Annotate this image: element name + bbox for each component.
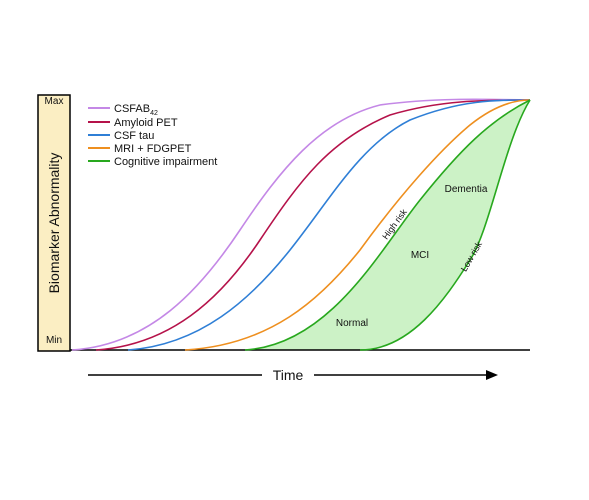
y-axis-title: Biomarker Abnormality [46, 153, 62, 294]
legend-csfab-text: CSFAB [114, 103, 150, 115]
y-max-label: Max [45, 96, 64, 107]
y-axis-band [37, 94, 71, 352]
region-label-normal: Normal [336, 318, 368, 329]
curve-cognitive-low-risk [359, 99, 531, 351]
legend-label-csf-tau: CSF tau [114, 130, 154, 142]
legend: CSFAB42 Amyloid PET CSF tau MRI + FDGPET… [88, 103, 217, 168]
curve-csfab42 [71, 98, 531, 351]
curve-csf-tau [127, 99, 531, 351]
y-min-label: Min [46, 335, 62, 346]
legend-label-csfab42: CSFAB42 [114, 103, 158, 117]
region-label-dementia: Dementia [445, 184, 488, 195]
region-label-mci: MCI [411, 250, 429, 261]
legend-csfab-subscript: 42 [150, 110, 158, 117]
legend-label-mri-fdgpet: MRI + FDGPET [114, 143, 192, 155]
curve-cognitive-high-risk [244, 99, 531, 351]
x-axis-title: Time [273, 367, 304, 383]
legend-label-amyloid-pet: Amyloid PET [114, 117, 178, 129]
curve-amyloid-pet [95, 99, 531, 351]
time-arrowhead-icon [486, 370, 498, 380]
curve-mri-fdgpet [184, 99, 531, 351]
impairment-shaded-region [245, 100, 530, 350]
legend-label-cognitive-impairment: Cognitive impairment [114, 156, 217, 168]
